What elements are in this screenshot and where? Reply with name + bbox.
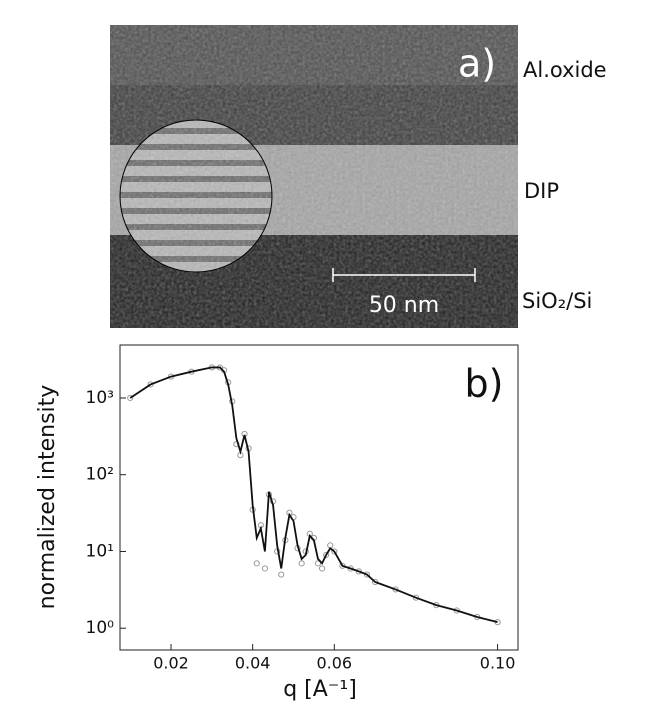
x-tick-label: 0.04 — [235, 654, 271, 673]
data-point — [278, 571, 285, 578]
layer-label: Al.oxide — [523, 58, 607, 82]
tem-image — [110, 25, 518, 328]
y-axis-label: normalized intensity — [35, 385, 60, 610]
data-point — [363, 571, 371, 578]
plot-frame — [119, 344, 519, 651]
data-point — [298, 560, 305, 567]
x-tick-label: 0.06 — [316, 654, 352, 673]
y-tick-label: 10⁰ — [86, 618, 115, 638]
x-tick-label: 0.10 — [480, 654, 516, 673]
y-tick-label: 10³ — [86, 388, 114, 408]
data-point — [318, 565, 326, 572]
panel-label: b) — [465, 362, 504, 406]
data-point — [261, 565, 269, 572]
x-axis-label: q [A⁻¹] — [283, 677, 357, 702]
fit-line — [129, 366, 498, 624]
data-point — [314, 560, 322, 567]
x-tick-label: 0.02 — [153, 654, 189, 673]
data-point — [331, 548, 338, 555]
scale-bar-label: 50 nm — [369, 293, 439, 318]
data-point — [127, 394, 134, 402]
data-point — [147, 381, 154, 388]
layer-label: DIP — [524, 179, 559, 203]
panel-label: a) — [458, 42, 496, 86]
layer-label: SiO₂/Si — [522, 289, 592, 313]
y-tick-label: 10¹ — [86, 541, 114, 561]
y-tick-label: 10² — [86, 465, 114, 485]
data-point — [253, 560, 260, 567]
data-point — [323, 551, 330, 559]
